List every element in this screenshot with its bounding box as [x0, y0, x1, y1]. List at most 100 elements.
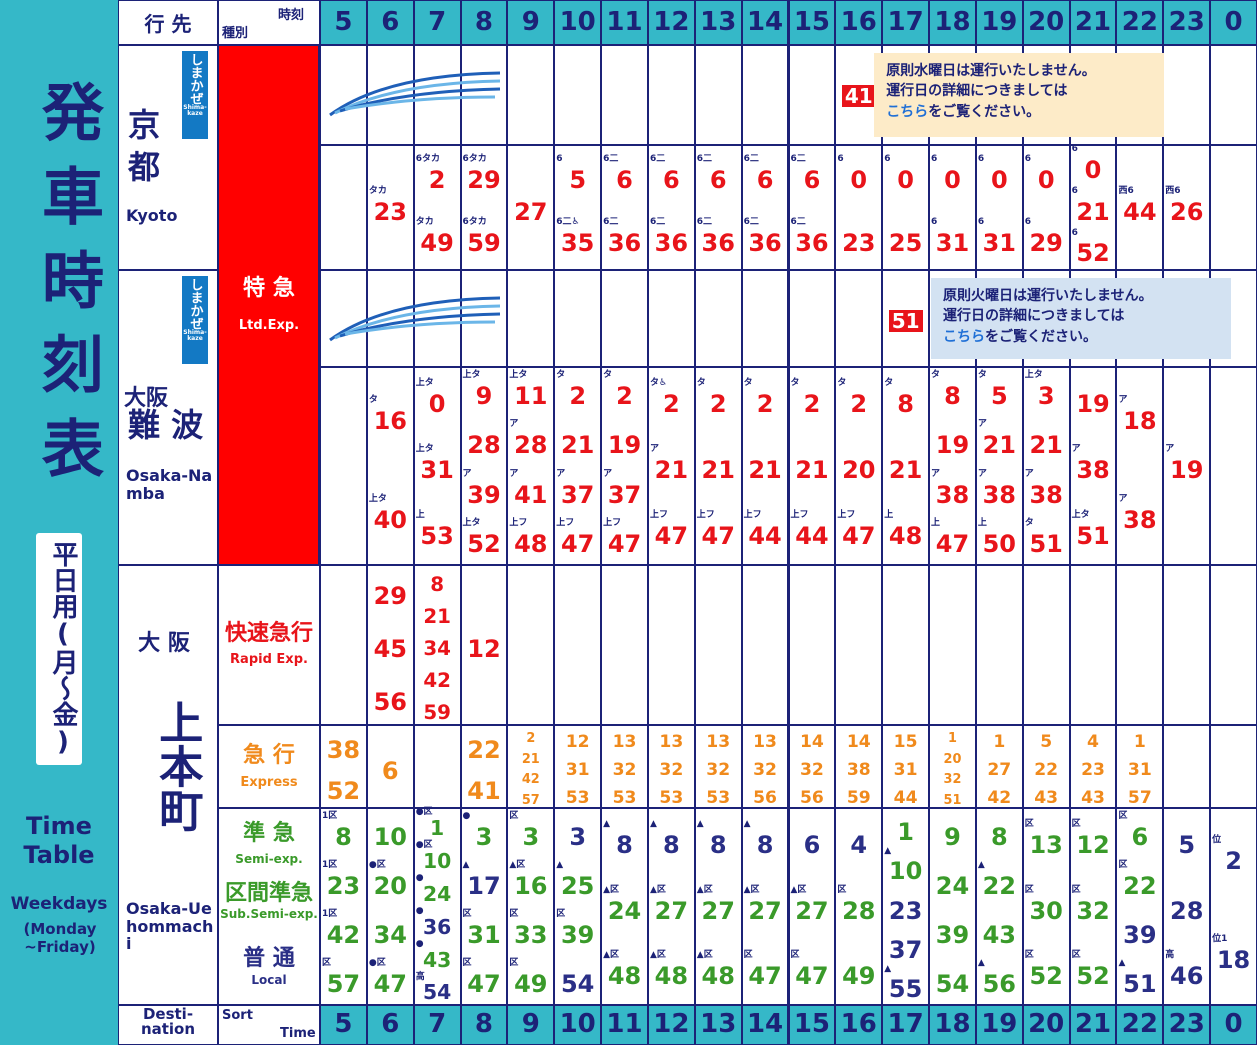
minute: 56 — [799, 787, 824, 808]
train-note: ▲区 — [603, 884, 620, 895]
hour-cell — [414, 1006, 460, 1044]
cell — [414, 809, 460, 1004]
notice: 原則火曜日は運行いたしません。 運行日の詳細につきましては こちらをご覧ください。 — [931, 278, 1232, 359]
train-entry: 4 — [1070, 734, 1117, 751]
train-entry: ● 43 — [414, 939, 461, 970]
minute: 36 — [607, 228, 642, 257]
minute: 32 — [799, 759, 824, 780]
train-entry: 54 — [929, 972, 976, 996]
minute: 18 — [1123, 406, 1157, 435]
train-entry: 23 — [882, 899, 929, 923]
cell — [555, 146, 601, 269]
minute: 3 — [1037, 381, 1055, 410]
minute: 54 — [560, 970, 595, 999]
minute: 47 — [748, 962, 782, 991]
train-entry: 2 — [507, 732, 554, 746]
cell — [321, 46, 366, 144]
cell — [1070, 726, 1116, 807]
train-entry: 22 — [461, 738, 508, 762]
train-note: ▲ — [696, 818, 704, 829]
train-note: ▲区 — [790, 884, 807, 895]
hour-label: 12 — [653, 1009, 690, 1039]
train-entry: ▲ 8 — [648, 819, 695, 857]
minute: 55 — [888, 975, 923, 1004]
cell — [1164, 566, 1210, 724]
hour-label: 18 — [934, 1009, 971, 1039]
hour-cell — [742, 1, 788, 44]
minute: 2 — [1225, 847, 1242, 876]
train-note: ア — [556, 468, 566, 479]
train-note: タ — [884, 378, 894, 388]
train-entry: ▲ 10 — [882, 847, 929, 883]
cell — [836, 809, 882, 1004]
train-note: 区 — [509, 810, 519, 821]
hour-cell — [930, 1006, 975, 1044]
hour-cell — [695, 1, 741, 44]
minute: 47 — [654, 522, 689, 550]
minute: 6 — [663, 166, 680, 195]
train-note: ▲区 — [696, 884, 713, 895]
train-note: ▲区 — [649, 884, 666, 895]
train-entry: 27 — [507, 200, 554, 224]
notice-link[interactable]: こちら — [943, 328, 986, 345]
hour-cell — [461, 1006, 507, 1044]
minute: 56 — [982, 970, 1017, 999]
train-note: 6 — [884, 154, 891, 165]
cell — [461, 809, 507, 1004]
train-entry: 上 48 — [882, 511, 929, 549]
hour-cell — [1117, 1, 1163, 44]
minute: 53 — [420, 522, 454, 550]
train-entry: 42 — [507, 774, 554, 787]
train-entry: 6 52 — [1070, 228, 1117, 265]
notice-link[interactable]: こちら — [886, 103, 929, 120]
train-entry: 上フ 48 — [507, 519, 554, 557]
train-entry: 区 52 — [1023, 951, 1070, 989]
cell — [742, 46, 788, 144]
train-entry: 6二 6 — [601, 155, 648, 193]
cell — [648, 566, 694, 724]
train-note: タ — [556, 369, 566, 380]
train-note: 上 — [977, 518, 987, 529]
train-note: 6二 — [696, 154, 713, 165]
notice-line: こちらをご覧ください。 — [886, 102, 1152, 122]
hour-cell — [883, 1006, 929, 1044]
train-note: 上タ — [462, 518, 481, 529]
shimakaze-logo — [329, 296, 501, 342]
train-entry: 56 — [789, 787, 836, 808]
minute: 34 — [423, 637, 451, 661]
train-entry: 6タカ 59 — [461, 217, 508, 255]
minute: 5 — [569, 166, 587, 195]
train-entry: ア 38 — [1070, 445, 1117, 483]
train-entry: ▲ 51 — [1116, 959, 1163, 997]
train-entry: ● 24 — [414, 874, 461, 905]
shimakaze-en: Shima-kaze — [183, 329, 207, 342]
minute: 38 — [935, 480, 970, 509]
type-ja: 急 行 — [243, 743, 295, 768]
hour-label: 21 — [1074, 1009, 1112, 1039]
train-entry: 6 31 — [929, 217, 976, 255]
header-time: 時刻 — [278, 8, 305, 23]
minute: 0 — [428, 390, 446, 418]
train-entry: ▲区 27 — [648, 885, 695, 923]
train-entry: ア 41 — [507, 469, 554, 507]
hour-label: 13 — [700, 6, 737, 37]
cell — [930, 566, 975, 724]
minute: 28 — [514, 431, 548, 460]
minute: 22 — [467, 735, 501, 764]
minute: 32 — [1076, 896, 1110, 925]
cell — [695, 271, 741, 366]
cell — [742, 146, 788, 269]
train-entry: 上タ 11 — [507, 370, 554, 408]
train-entry: 21 — [414, 607, 461, 627]
train-entry: 1区 42 — [320, 910, 367, 948]
minute: 47 — [842, 522, 876, 550]
train-note: ▲ — [603, 818, 611, 829]
minute: 50 — [982, 530, 1017, 559]
train-note: ▲区 — [743, 884, 760, 895]
train-entry: 上 47 — [929, 519, 976, 557]
train-entry: 区 32 — [1070, 885, 1117, 925]
minute: 10 — [373, 822, 407, 851]
